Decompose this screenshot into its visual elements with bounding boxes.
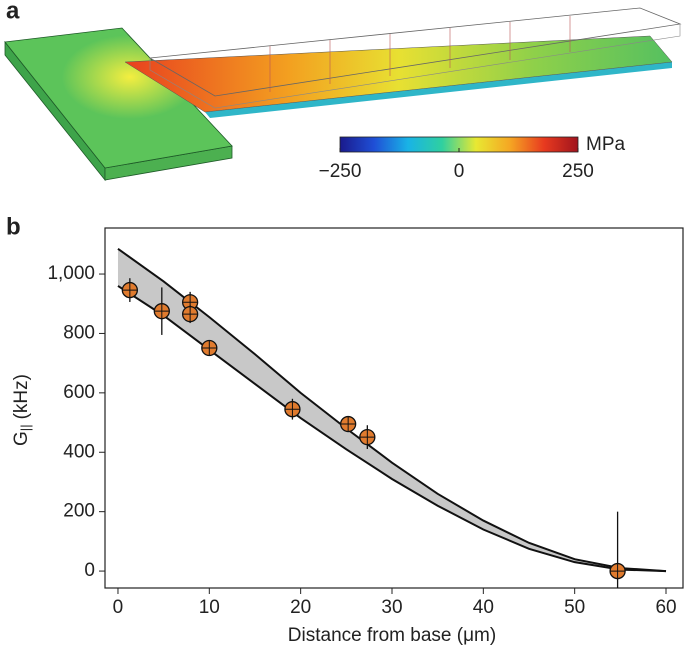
- x-tick-label: 50: [564, 597, 585, 618]
- point-cross: [359, 429, 375, 445]
- point-cross: [340, 416, 356, 432]
- x-tick-label: 60: [655, 597, 676, 618]
- x-tick-label: 20: [290, 597, 311, 618]
- y-label-unit: (kHz): [11, 374, 32, 419]
- point-cross: [122, 282, 138, 298]
- colorbar: −250 0 250 MPa: [319, 134, 626, 182]
- band-upper: [117, 247, 667, 573]
- y-tick-label: 200: [63, 501, 95, 522]
- plot-frame: [104, 227, 684, 589]
- x-tick-label: 30: [381, 597, 402, 618]
- y-label-symbol: G: [11, 431, 32, 446]
- x-tick-label: 40: [473, 597, 494, 618]
- colorbar-tick-label: 250: [562, 161, 594, 182]
- colorbar-tick-label: 0: [454, 161, 465, 182]
- point-cross: [610, 563, 626, 579]
- x-tick-label: 10: [199, 597, 220, 618]
- y-tick-label: 400: [63, 441, 95, 462]
- band-fill: [117, 248, 667, 572]
- y-tick-label: 800: [63, 322, 95, 343]
- plot: Distance from base (μm) G|| (kHz) 0 10 20 30…: [11, 227, 684, 646]
- x-tick-label: 0: [113, 597, 124, 618]
- y-axis-label: G|| (kHz): [11, 374, 33, 446]
- point-cross: [182, 306, 198, 322]
- cantilever-render: [4, 7, 682, 182]
- colorbar-tick-label: −250: [319, 161, 362, 182]
- y-label-subscript: ||: [18, 424, 33, 431]
- point-cross: [201, 340, 217, 356]
- y-tick-label: 1,000: [47, 263, 95, 284]
- point-cross: [154, 303, 170, 319]
- x-axis-label: Distance from base (μm): [288, 625, 496, 646]
- point-cross: [284, 401, 300, 417]
- plot-content: [117, 247, 667, 588]
- y-tick-label: 600: [63, 382, 95, 403]
- panel-label: a: [6, 0, 20, 24]
- colorbar-unit: MPa: [586, 134, 626, 155]
- panel-label: b: [6, 213, 21, 240]
- y-tick-label: 0: [84, 560, 95, 581]
